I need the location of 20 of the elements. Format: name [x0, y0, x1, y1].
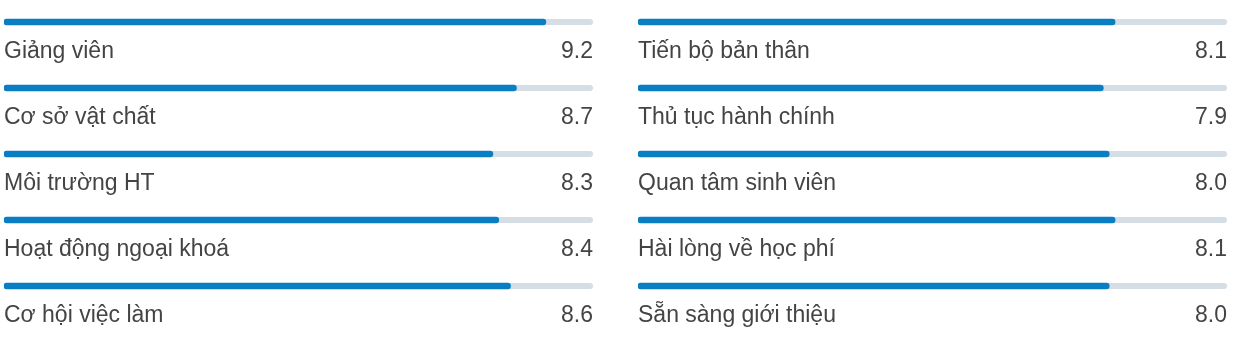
y-tick-label: Tiến bộ bản thân [638, 37, 810, 64]
data-label: 8.4 [561, 235, 594, 262]
data-label: 8.3 [561, 169, 593, 196]
y-tick-label: Hài lòng về học phí [638, 235, 836, 262]
data-label: 9.2 [561, 37, 593, 64]
data-label: 8.6 [561, 301, 593, 328]
y-tick-label: Hoạt động ngoại khoá [4, 235, 230, 262]
data-label: 8.1 [1195, 37, 1227, 64]
y-tick-label: Thủ tục hành chính [638, 103, 835, 130]
y-tick-label: Môi trường HT [4, 169, 155, 196]
y-tick-label: Sẵn sàng giới thiệu [638, 300, 836, 328]
data-label: 8.0 [1195, 301, 1227, 328]
y-tick-label: Cơ hội việc làm [4, 301, 164, 328]
y-tick-label: Giảng viên [4, 37, 114, 64]
y-tick-label: Cơ sở vật chất [4, 103, 157, 130]
data-label: 8.0 [1195, 169, 1227, 196]
y-tick-label: Quan tâm sinh viên [638, 169, 837, 196]
data-label: 8.7 [561, 103, 593, 130]
data-label: 8.1 [1195, 235, 1227, 262]
data-label: 7.9 [1195, 103, 1227, 130]
